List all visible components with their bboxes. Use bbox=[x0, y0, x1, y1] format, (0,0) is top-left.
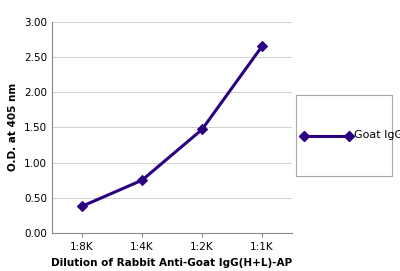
Goat IgG bbox=[260, 45, 264, 48]
Goat IgG bbox=[200, 128, 204, 131]
X-axis label: Dilution of Rabbit Anti-Goat IgG(H+L)-AP: Dilution of Rabbit Anti-Goat IgG(H+L)-AP bbox=[52, 258, 292, 268]
Goat IgG bbox=[140, 179, 144, 182]
Line: Goat IgG: Goat IgG bbox=[78, 43, 266, 210]
Goat IgG bbox=[80, 205, 84, 208]
Text: Goat IgG: Goat IgG bbox=[354, 131, 400, 140]
Y-axis label: O.D. at 405 nm: O.D. at 405 nm bbox=[8, 83, 18, 172]
